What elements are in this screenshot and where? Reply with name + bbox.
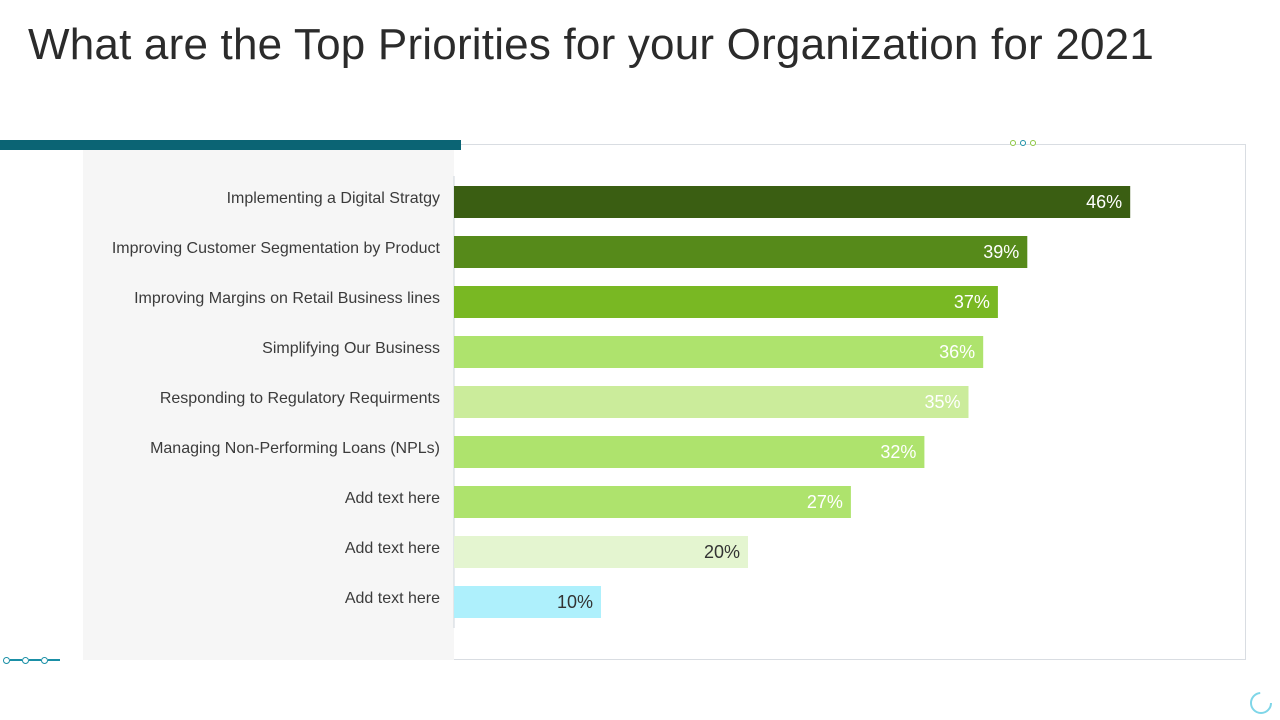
decorative-dots-top [1010,140,1036,148]
loading-spinner-icon [1250,692,1272,714]
value-label: 46% [1086,192,1122,212]
dot-icon [1030,140,1036,146]
dot-icon [1020,140,1026,146]
bar [454,386,969,418]
category-label: Simplifying Our Business [262,340,440,357]
bar [454,486,851,518]
category-label: Improving Margins on Retail Business lin… [134,290,440,307]
value-label: 32% [880,442,916,462]
dot-icon [1010,140,1016,146]
dot-icon [3,656,10,664]
dot-connector [10,659,22,661]
bar [454,236,1028,268]
value-label: 35% [924,392,960,412]
category-label: Implementing a Digital Stratgy [227,190,440,207]
value-label: 37% [954,292,990,312]
category-label: Improving Customer Segmentation by Produ… [112,240,441,257]
accent-bar [0,140,461,150]
label-panel [83,150,454,660]
dot-icon [22,656,29,664]
page-title: What are the Top Priorities for your Org… [28,20,1155,69]
dot-connector [29,659,41,661]
category-label: Add text here [345,540,440,557]
bar [454,336,984,368]
value-label: 39% [983,242,1019,262]
category-label: Responding to Regulatory Requirments [160,390,440,407]
category-label: Managing Non-Performing Loans (NPLs) [150,440,440,457]
bar [454,186,1131,218]
category-label: Add text here [345,590,440,607]
category-label: Add text here [345,490,440,507]
dot-icon [41,656,48,664]
decorative-dots-bottom [3,655,60,665]
bar [454,286,998,318]
value-label: 20% [704,542,740,562]
value-label: 10% [557,592,593,612]
bar [454,436,925,468]
dot-connector [48,659,60,661]
value-label: 36% [939,342,975,362]
bar [454,586,601,618]
value-label: 27% [807,492,843,512]
bar [454,536,748,568]
